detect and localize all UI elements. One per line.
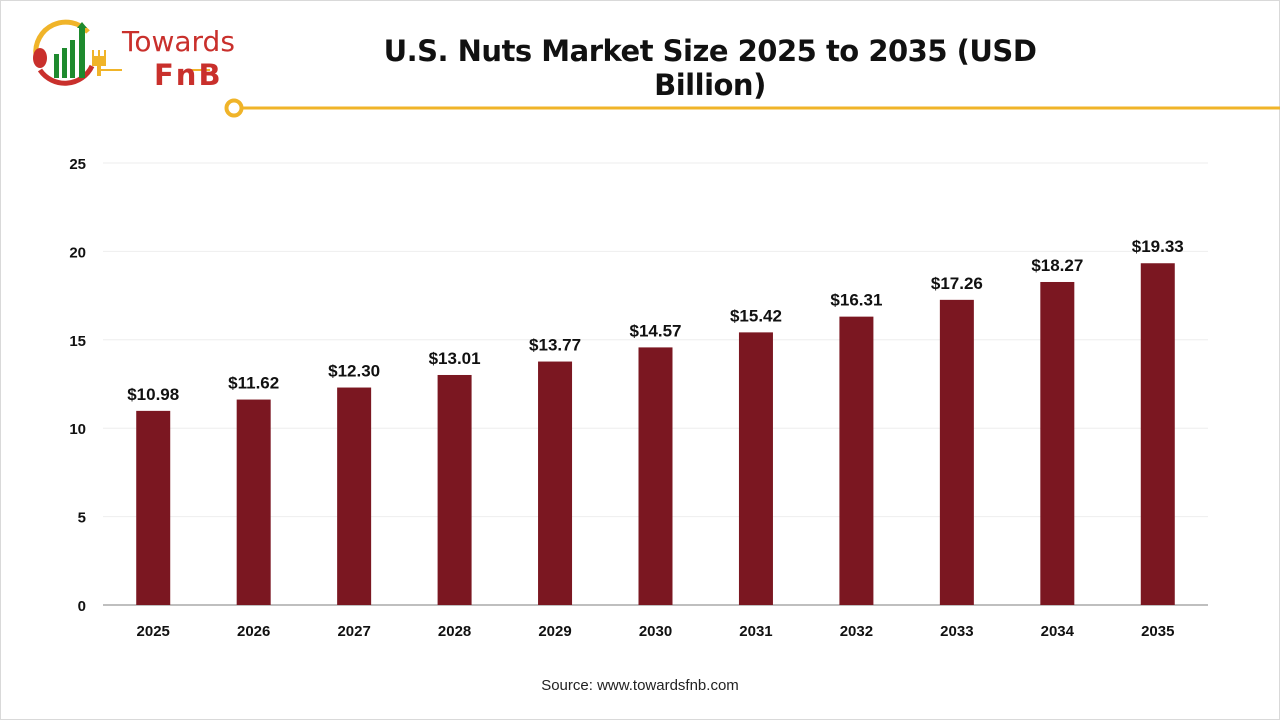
x-tick-label: 2032 [840, 623, 873, 640]
data-label: $10.98 [127, 385, 179, 404]
x-tick-label: 2035 [1141, 623, 1174, 640]
x-tick-label: 2025 [137, 623, 170, 640]
logo-dashes [98, 69, 210, 71]
data-label: $16.31 [830, 291, 882, 310]
logo-text-towards: Towards [122, 25, 235, 58]
bar [638, 347, 673, 605]
x-tick-label: 2029 [538, 623, 571, 640]
bar [738, 332, 773, 605]
y-tick-label: 25 [69, 156, 86, 173]
bar [437, 374, 472, 605]
bar [1040, 281, 1075, 605]
x-tick-label: 2028 [438, 623, 471, 640]
source-note: Source: www.towardsfnb.com [541, 677, 739, 694]
y-tick-label: 5 [78, 510, 86, 527]
y-tick-label: 0 [78, 598, 86, 615]
bar [136, 410, 171, 605]
logo: Towards FnB [26, 18, 235, 92]
data-label: $13.01 [429, 349, 481, 368]
chart-title: U.S. Nuts Market Size 2025 to 2035 (USD … [383, 34, 1037, 102]
x-tick-label: 2026 [237, 623, 270, 640]
bar [939, 299, 974, 605]
title-underline [224, 98, 1280, 118]
data-label: $13.77 [529, 336, 581, 355]
y-tick-label: 15 [69, 333, 86, 350]
bar [1140, 263, 1175, 605]
x-tick-label: 2034 [1041, 623, 1075, 640]
bar [337, 387, 372, 605]
bar [538, 361, 573, 605]
bar [839, 316, 874, 605]
x-tick-label: 2031 [739, 623, 772, 640]
y-tick-label: 20 [69, 244, 86, 261]
x-tick-label: 2027 [337, 623, 370, 640]
data-label: $12.30 [328, 362, 380, 381]
data-label: $14.57 [630, 321, 682, 340]
logo-icon [33, 19, 106, 86]
data-label: $19.33 [1132, 237, 1184, 256]
data-label: $11.62 [228, 374, 279, 393]
logo-text-fnb: FnB [154, 58, 223, 92]
data-label: $17.26 [931, 274, 983, 293]
bar [236, 399, 271, 605]
data-label: $15.42 [730, 306, 782, 325]
y-tick-label: 10 [69, 421, 86, 438]
x-tick-label: 2033 [940, 623, 973, 640]
x-tick-label: 2030 [639, 623, 672, 640]
data-label: $18.27 [1031, 256, 1083, 275]
